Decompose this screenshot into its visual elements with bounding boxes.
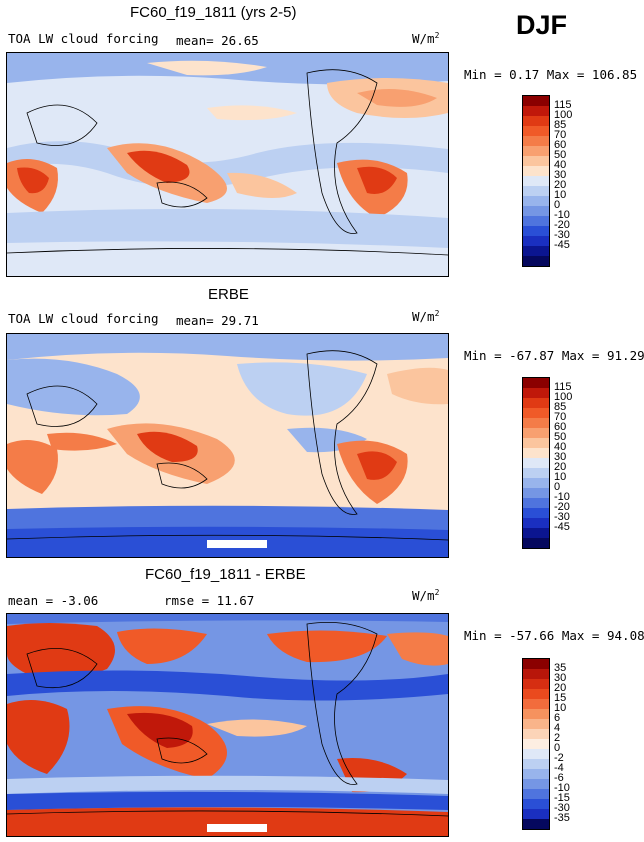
panel3-colorbar: [522, 658, 550, 830]
colorbar-label: 60: [554, 421, 567, 433]
colorbar-label: 50: [554, 149, 567, 161]
panel1-minmax: Min = 0.17 Max = 106.85: [464, 67, 638, 82]
panel1-units: W/m2: [412, 31, 440, 47]
colorbar-label: 60: [554, 139, 567, 151]
colorbar-label: 30: [554, 451, 567, 463]
colorbar-label: 40: [554, 441, 567, 453]
panel3-colorbar-labels: 35 30 20 15 10 6 4 2 0 -2 -4 -6 -10 -15 …: [554, 662, 570, 824]
panel1-variable: TOA LW cloud forcing: [8, 31, 159, 46]
panel3-map: [6, 613, 449, 837]
panel2-title: ERBE: [208, 286, 249, 303]
colorbar-label: 2: [554, 732, 561, 744]
colorbar-label: -10: [554, 209, 570, 221]
panel3-mean: mean = -3.06: [8, 593, 99, 608]
colorbar-label: 20: [554, 461, 567, 473]
panel2-units: W/m2: [412, 309, 440, 325]
season-label: DJF: [516, 10, 568, 40]
colorbar-label: 10: [554, 702, 567, 714]
colorbar-label: 10: [554, 189, 567, 201]
colorbar-label: 0: [554, 481, 561, 493]
colorbar-label: -35: [554, 812, 570, 824]
colorbar-label: 10: [554, 471, 567, 483]
panel2-map: [6, 333, 449, 558]
colorbar-label: 0: [554, 742, 561, 754]
panel3-colorbar-swatch: [523, 659, 549, 669]
colorbar-label: -10: [554, 782, 570, 794]
panel3-title: FC60_f19_1811 - ERBE: [145, 566, 306, 583]
colorbar-label: 85: [554, 401, 567, 413]
colorbar-label: 70: [554, 129, 567, 141]
panel3-units: W/m2: [412, 588, 440, 604]
panel2-variable: TOA LW cloud forcing: [8, 311, 159, 326]
colorbar-label: 15: [554, 692, 567, 704]
colorbar-label: -45: [554, 521, 570, 533]
colorbar-label: 70: [554, 411, 567, 423]
colorbar-label: -20: [554, 219, 570, 231]
colorbar-label: 20: [554, 682, 567, 694]
colorbar-label: 30: [554, 169, 567, 181]
colorbar-label: 115: [554, 381, 572, 393]
colorbar-label: 50: [554, 431, 567, 443]
colorbar-label: 40: [554, 159, 567, 171]
colorbar-label: 20: [554, 179, 567, 191]
panel1-map: [6, 52, 449, 277]
panel3-minmax: Min = -57.66 Max = 94.08: [464, 628, 644, 643]
colorbar-label: -4: [554, 762, 564, 774]
panel1-colorbar-swatch: [523, 96, 549, 106]
colorbar-label: 100: [554, 109, 573, 121]
panel1-colorbar-labels: 115 100 85 70 60 50 40 30 20 10 0 -10 -2…: [554, 99, 573, 251]
panel2-colorbar-labels: 115 100 85 70 60 50 40 30 20 10 0 -10 -2…: [554, 381, 573, 533]
panel1-mean: mean= 26.65: [176, 33, 259, 48]
colorbar-label: -2: [554, 752, 564, 764]
colorbar-label: -20: [554, 501, 570, 513]
panel2-colorbar: [522, 377, 550, 549]
colorbar-label: -6: [554, 772, 564, 784]
colorbar-label: 100: [554, 391, 573, 403]
panel1-title: FC60_f19_1811 (yrs 2-5): [130, 4, 297, 21]
panel2-minmax: Min = -67.87 Max = 91.29: [464, 348, 644, 363]
colorbar-label: 0: [554, 199, 561, 211]
panel3-rmse: rmse = 11.67: [164, 593, 255, 608]
panel2-mean: mean= 29.71: [176, 313, 259, 328]
colorbar-label: -30: [554, 229, 570, 241]
colorbar-label: 85: [554, 119, 567, 131]
colorbar-label: -30: [554, 802, 570, 814]
colorbar-label: 115: [554, 99, 572, 111]
colorbar-label: -30: [554, 511, 570, 523]
colorbar-label: -10: [554, 491, 570, 503]
colorbar-label: 30: [554, 672, 567, 684]
colorbar-label: 35: [554, 662, 567, 674]
colorbar-label: 4: [554, 722, 561, 734]
colorbar-label: 6: [554, 712, 561, 724]
panel2-colorbar-swatch: [523, 378, 549, 388]
panel1-colorbar: [522, 95, 550, 267]
colorbar-label: -15: [554, 792, 570, 804]
colorbar-label: -45: [554, 239, 570, 251]
